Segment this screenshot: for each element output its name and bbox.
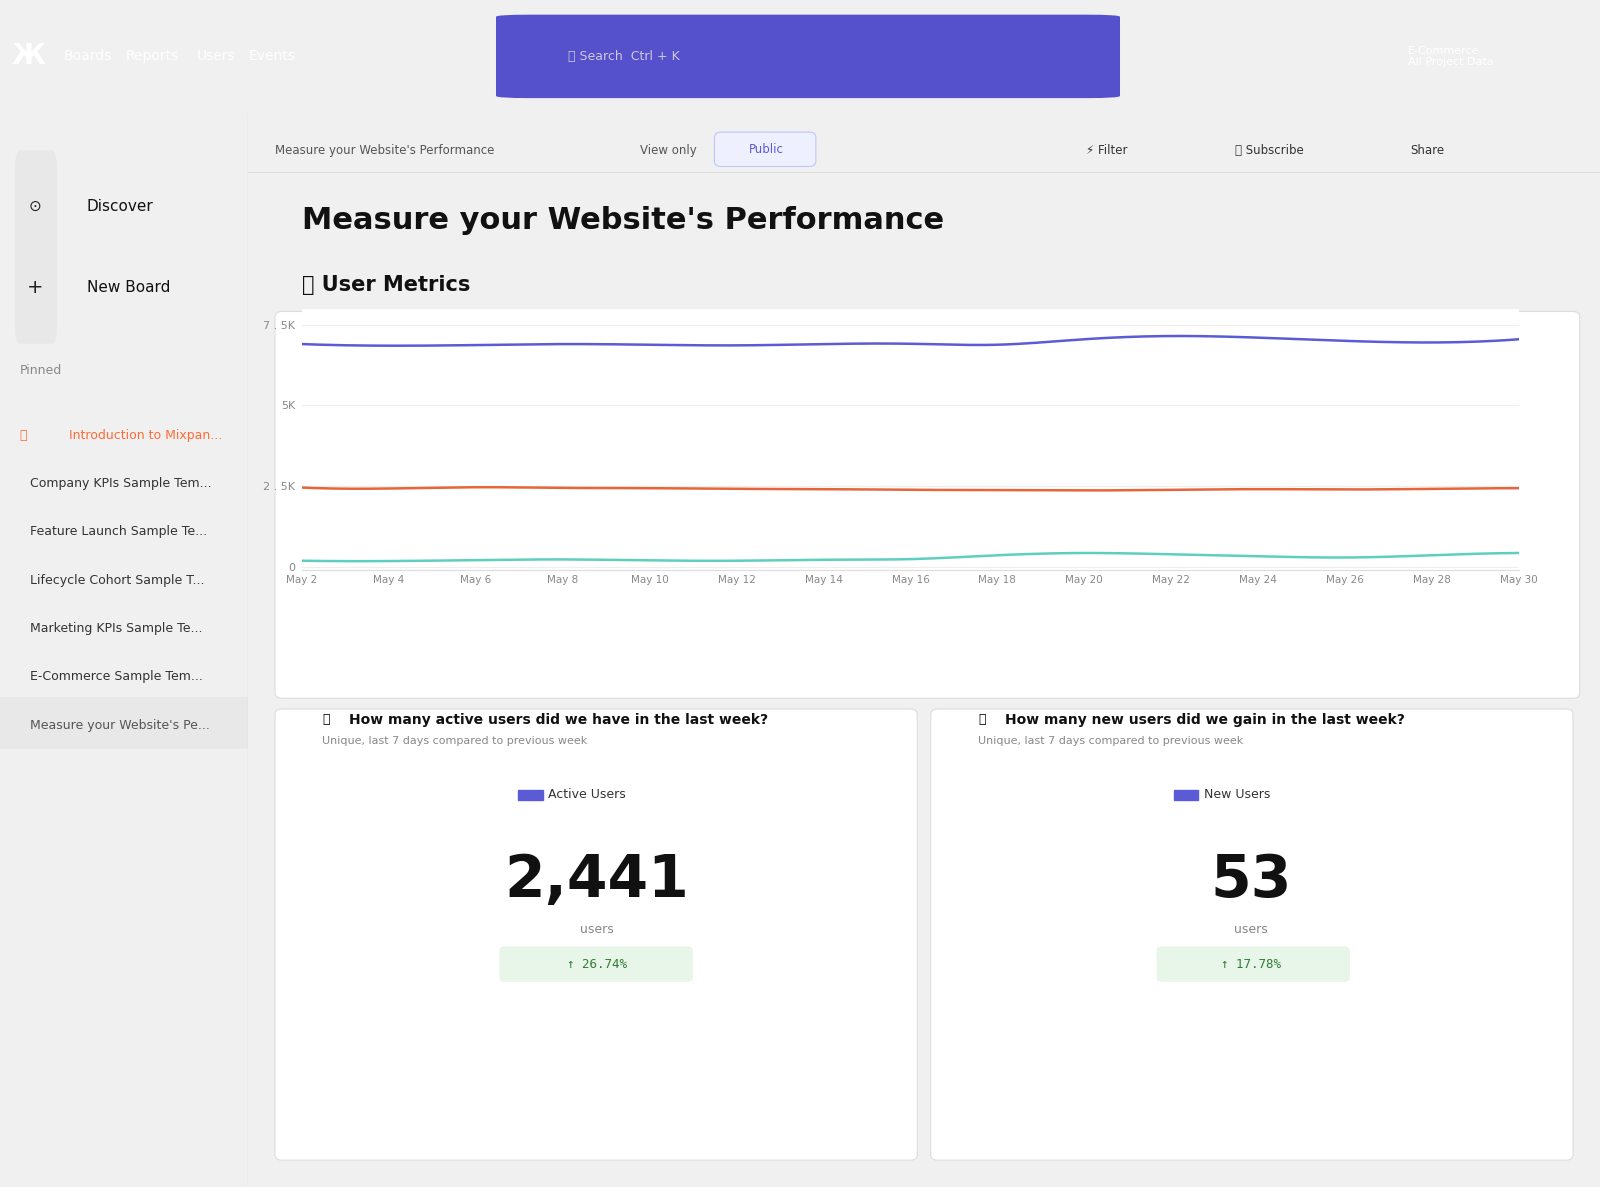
Text: Events: Events bbox=[248, 50, 296, 63]
Text: View only: View only bbox=[640, 144, 698, 157]
Bar bbox=[843, 363, 867, 374]
Text: Unique, last 7 days compared to previous week: Unique, last 7 days compared to previous… bbox=[978, 736, 1243, 747]
Text: Pinned: Pinned bbox=[19, 364, 62, 377]
Text: New Board: New Board bbox=[86, 280, 170, 296]
Text: 🔔 Subscribe: 🔔 Subscribe bbox=[1235, 144, 1304, 157]
Text: 🔍 Search  Ctrl + K: 🔍 Search Ctrl + K bbox=[568, 50, 680, 63]
FancyBboxPatch shape bbox=[275, 311, 1579, 698]
Bar bbox=[1174, 789, 1198, 800]
Text: Unique, last 7 days compared to previous week: Unique, last 7 days compared to previous… bbox=[322, 736, 587, 747]
Text: Introduction to Mixpan...: Introduction to Mixpan... bbox=[69, 429, 222, 442]
Text: How many new users did we gain in the last week?: How many new users did we gain in the la… bbox=[1005, 712, 1405, 726]
Bar bbox=[1046, 363, 1070, 374]
FancyBboxPatch shape bbox=[499, 946, 693, 982]
Text: Marketing KPIs Sample Te...: Marketing KPIs Sample Te... bbox=[30, 622, 202, 635]
Text: Feature Launch Sample Te...: Feature Launch Sample Te... bbox=[30, 525, 206, 538]
Text: What is our daily, weekly, and monthly active user count?: What is our daily, weekly, and monthly a… bbox=[349, 325, 845, 341]
Text: ↑ 17.78%: ↑ 17.78% bbox=[1221, 958, 1282, 971]
Text: Public: Public bbox=[749, 142, 784, 155]
Text: B. Page View [WAU]: B. Page View [WAU] bbox=[1077, 363, 1179, 374]
Text: A. Page View [DAU]: A. Page View [DAU] bbox=[1320, 363, 1421, 374]
FancyBboxPatch shape bbox=[275, 709, 917, 1160]
FancyBboxPatch shape bbox=[1157, 946, 1350, 982]
Text: Boards: Boards bbox=[64, 50, 112, 63]
Text: 📈: 📈 bbox=[322, 326, 330, 339]
Text: 📈: 📈 bbox=[322, 713, 330, 726]
FancyBboxPatch shape bbox=[931, 709, 1573, 1160]
Text: Measure your Website's Performance: Measure your Website's Performance bbox=[302, 205, 944, 235]
Text: Users: Users bbox=[197, 50, 235, 63]
Text: Company KPIs Sample Tem...: Company KPIs Sample Tem... bbox=[30, 477, 211, 490]
FancyBboxPatch shape bbox=[496, 14, 1120, 99]
Text: E-Commerce
All Project Data: E-Commerce All Project Data bbox=[1408, 45, 1494, 68]
Text: 👋: 👋 bbox=[19, 429, 27, 442]
Text: New Users: New Users bbox=[1203, 788, 1270, 801]
Text: Share: Share bbox=[1411, 144, 1445, 157]
Text: +: + bbox=[27, 279, 43, 298]
FancyBboxPatch shape bbox=[715, 132, 816, 166]
Text: 2,441: 2,441 bbox=[504, 852, 690, 909]
Text: How many active users did we have in the last week?: How many active users did we have in the… bbox=[349, 712, 768, 726]
Text: Measure your Website's Performance: Measure your Website's Performance bbox=[275, 144, 494, 157]
Text: 🧑 User Metrics: 🧑 User Metrics bbox=[302, 274, 470, 294]
Text: Active Users: Active Users bbox=[549, 788, 626, 801]
Text: 53: 53 bbox=[1211, 852, 1291, 909]
Text: Discover: Discover bbox=[86, 198, 154, 214]
Text: users: users bbox=[579, 922, 614, 935]
FancyBboxPatch shape bbox=[0, 697, 248, 749]
FancyBboxPatch shape bbox=[14, 231, 58, 344]
Text: ↑ 26.74%: ↑ 26.74% bbox=[566, 958, 627, 971]
Text: C. Page View [MAU]: C. Page View [MAU] bbox=[874, 363, 976, 374]
FancyBboxPatch shape bbox=[14, 151, 58, 264]
Text: Reports: Reports bbox=[125, 50, 179, 63]
Text: ⚡ Filter: ⚡ Filter bbox=[1086, 144, 1128, 157]
Text: Ж: Ж bbox=[11, 43, 46, 70]
Text: Measure your Website's Pe...: Measure your Website's Pe... bbox=[30, 718, 210, 731]
Text: users: users bbox=[1234, 922, 1269, 935]
Text: Linear, dau, last 30 days: Linear, dau, last 30 days bbox=[322, 348, 469, 361]
Text: 📈: 📈 bbox=[978, 713, 986, 726]
Text: Lifecycle Cohort Sample T...: Lifecycle Cohort Sample T... bbox=[30, 573, 205, 586]
Bar bbox=[1290, 363, 1314, 374]
Text: ⊙: ⊙ bbox=[29, 198, 42, 214]
Bar bbox=[518, 789, 542, 800]
Text: E-Commerce Sample Tem...: E-Commerce Sample Tem... bbox=[30, 671, 203, 684]
